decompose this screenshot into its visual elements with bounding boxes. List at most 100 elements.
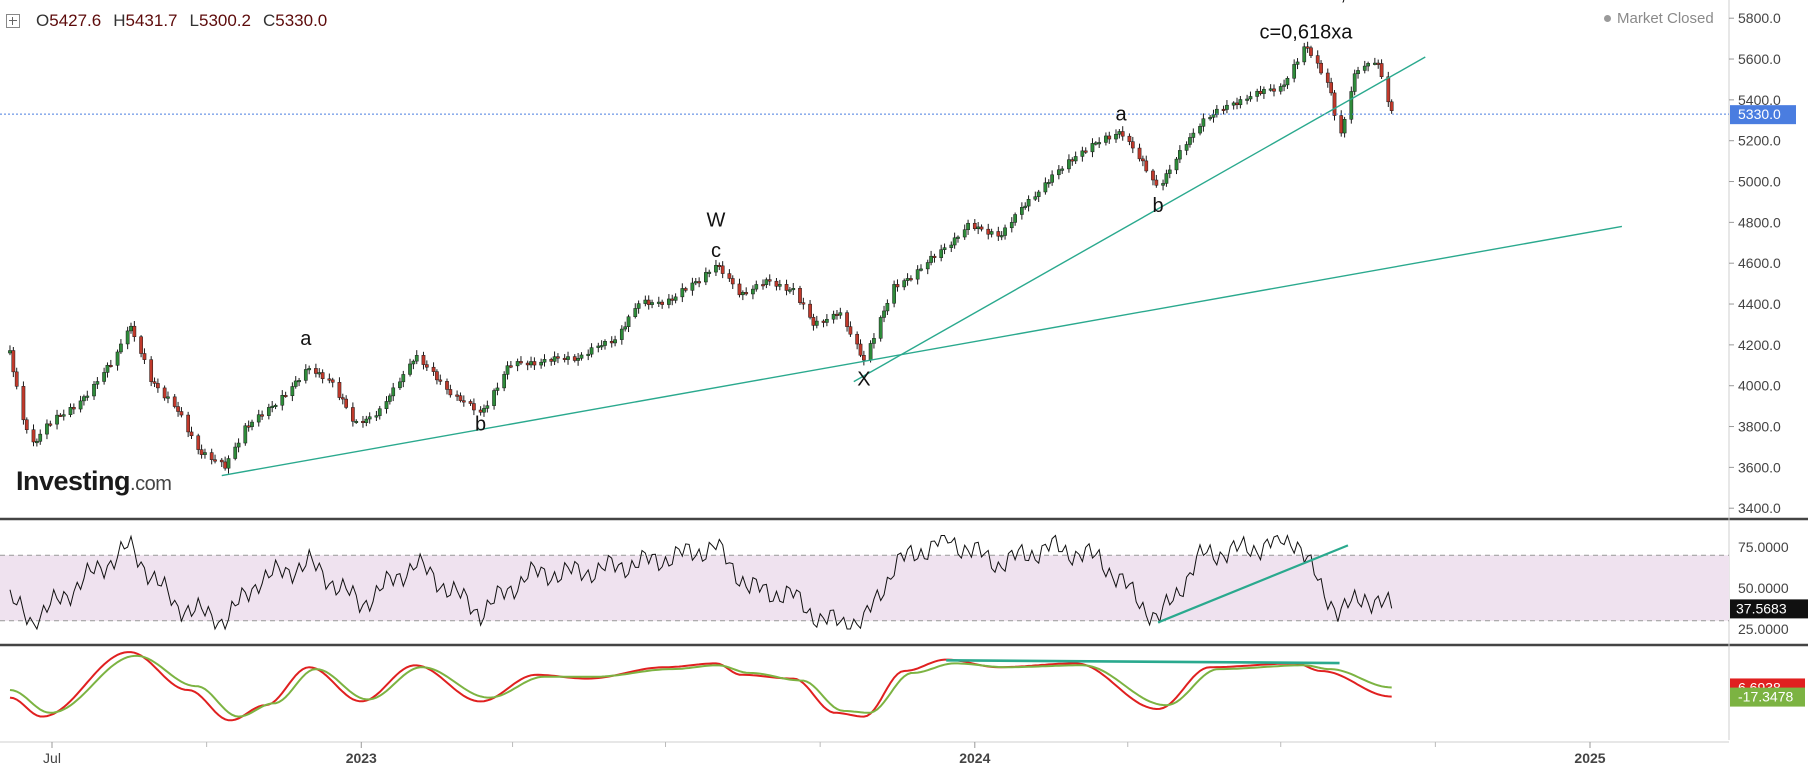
expand-icon[interactable]: [6, 14, 20, 28]
candle-body: [667, 298, 671, 305]
candle-body: [337, 382, 342, 398]
candle-body: [623, 326, 628, 330]
candle-body: [855, 333, 859, 345]
price-tick-label: 5200.0: [1738, 133, 1781, 149]
time-tick-label: 2023: [346, 750, 377, 766]
candle-body: [226, 458, 231, 469]
candle-body: [1262, 89, 1266, 94]
candle-body: [219, 459, 224, 463]
candle-body: [636, 303, 641, 309]
candle-body: [835, 313, 839, 316]
candle-body: [519, 361, 523, 364]
candle-body: [445, 381, 449, 390]
candle-body: [858, 343, 863, 356]
candle-body: [485, 405, 490, 409]
candle-body: [162, 387, 167, 399]
candle-body: [956, 236, 960, 239]
time-tick-label: 2024: [959, 750, 990, 766]
candle-body: [1154, 179, 1159, 186]
candle-body: [885, 303, 890, 312]
candle-body: [1315, 55, 1320, 64]
candle-body: [320, 372, 325, 380]
candle-body: [542, 359, 547, 363]
candle-body: [633, 308, 638, 317]
candle-body: [199, 449, 204, 455]
candle-body: [549, 359, 554, 362]
price-tick-label: 5600.0: [1738, 51, 1781, 67]
candle-body: [280, 395, 285, 406]
candle-body: [949, 244, 954, 248]
candle-body: [1174, 158, 1179, 171]
candle-body: [1036, 191, 1041, 197]
logo-main: Investing: [16, 466, 131, 496]
candle-body: [882, 310, 886, 318]
candle-body: [1073, 156, 1078, 162]
market-status: Market Closed: [1604, 10, 1714, 27]
candle-body: [552, 356, 557, 362]
candle-body: [868, 343, 873, 361]
stochastic-last-label: -17.3478: [1738, 689, 1793, 705]
candle-body: [774, 280, 779, 287]
candle-body: [1339, 115, 1344, 134]
candle-body: [1127, 135, 1132, 142]
candle-body: [461, 400, 466, 403]
candle-body: [1329, 82, 1333, 94]
wave-label: c: [711, 240, 721, 262]
candle-body: [95, 381, 100, 385]
candle-body: [999, 235, 1004, 238]
price-tick-label: 5800.0: [1738, 10, 1781, 26]
candle-body: [929, 255, 933, 263]
candle-body: [166, 396, 170, 399]
candle-body: [340, 397, 345, 400]
candle-body: [1009, 222, 1014, 229]
candle-body: [482, 408, 486, 413]
candle-body: [619, 328, 624, 340]
candle-body: [1366, 63, 1370, 67]
time-tick-label: Jul: [43, 750, 61, 766]
price-tick-label: 4400.0: [1738, 296, 1781, 312]
candle-body: [401, 374, 406, 383]
candle-body: [764, 279, 769, 285]
wave-label: X: [857, 369, 870, 391]
candle-body: [539, 361, 543, 366]
candle-body: [942, 247, 947, 250]
candle-body: [35, 441, 39, 444]
candle-body: [492, 390, 496, 406]
candle-body: [707, 271, 712, 274]
time-tick-label: 2025: [1574, 750, 1605, 766]
wave-label: Y=1,382xW: [1304, 0, 1408, 5]
candle-body: [398, 381, 402, 389]
candle-body: [330, 379, 335, 383]
candle-body: [172, 396, 177, 407]
candle-body: [566, 356, 570, 360]
rsi-tick-label: 75.0000: [1738, 539, 1789, 555]
candle-body: [1141, 158, 1145, 162]
candle-body: [213, 459, 217, 462]
candle-body: [1056, 169, 1061, 176]
candle-body: [599, 345, 604, 348]
candle-body: [909, 278, 913, 281]
low-value: 5300.2: [198, 11, 251, 30]
candle-body: [966, 222, 970, 230]
candle-body: [189, 431, 194, 437]
candle-body: [1231, 102, 1236, 106]
candle-body: [784, 284, 789, 291]
candle-body: [351, 407, 355, 422]
rsi-band: [0, 555, 1729, 621]
candle-body: [1309, 47, 1313, 56]
candle-body: [690, 282, 695, 291]
candle-body: [656, 301, 661, 304]
candle-body: [132, 325, 137, 337]
candle-body: [825, 318, 829, 323]
candle-body: [714, 265, 718, 273]
wave-label: b: [475, 414, 486, 436]
candle-body: [579, 354, 584, 359]
candle-body: [149, 359, 154, 382]
candle-body: [45, 423, 49, 435]
candle-body: [751, 288, 755, 295]
candle-body: [256, 414, 261, 423]
candle-body: [744, 292, 749, 295]
candle-body: [814, 320, 819, 326]
candle-body: [438, 379, 443, 382]
